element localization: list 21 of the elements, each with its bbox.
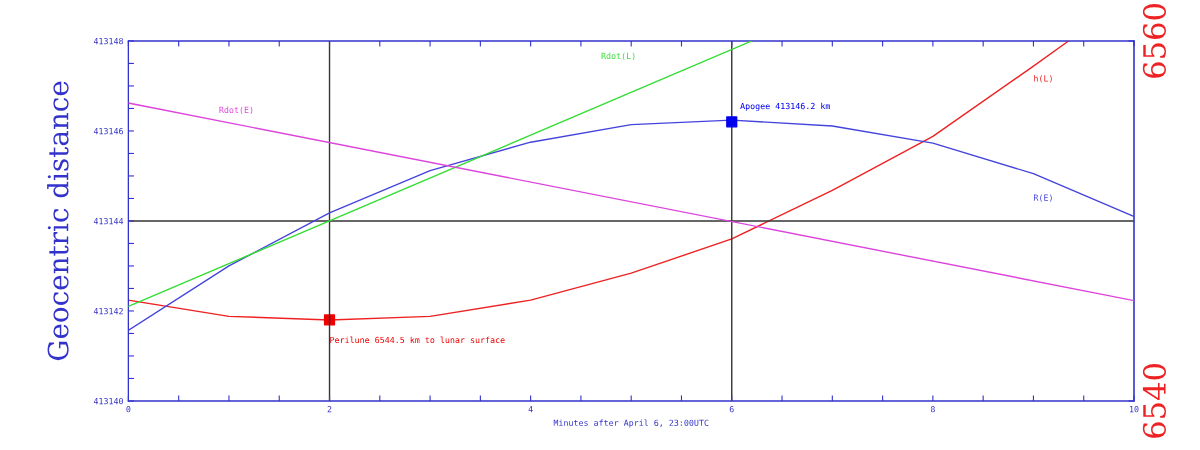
x-axis-title: Minutes after April 6, 23:00UTC	[553, 419, 709, 428]
y2-tick-label: 6540	[1142, 364, 1166, 438]
y2-tick-label: 6560	[1142, 4, 1166, 78]
y-tick-label: 413144	[93, 217, 124, 225]
y-tick-label: 413148	[93, 37, 124, 45]
y-tick-label: 413142	[93, 307, 123, 315]
x-tick-label: 2	[327, 406, 332, 413]
text: Rdot(L)	[601, 52, 635, 61]
x-tick-label: 10	[1129, 406, 1139, 413]
annotation: Apogee 413146.2 km	[740, 102, 830, 111]
y-tick-label: 413146	[93, 127, 123, 135]
x-tick-label: 6	[729, 406, 734, 413]
x-tick-label: 8	[930, 406, 935, 413]
y-tick-label: 413140	[93, 397, 123, 405]
series-label: h(L)	[1034, 75, 1052, 83]
series-label: Rdot(E)	[219, 106, 253, 115]
x-tick-label: 4	[528, 406, 533, 413]
x-tick-label: 0	[126, 406, 131, 413]
y-axis-title: Geocentric distance	[47, 81, 69, 361]
annotation: Perilune 6544.5 km to lunar surface	[330, 336, 505, 344]
series-label: R(E)	[1034, 194, 1052, 202]
